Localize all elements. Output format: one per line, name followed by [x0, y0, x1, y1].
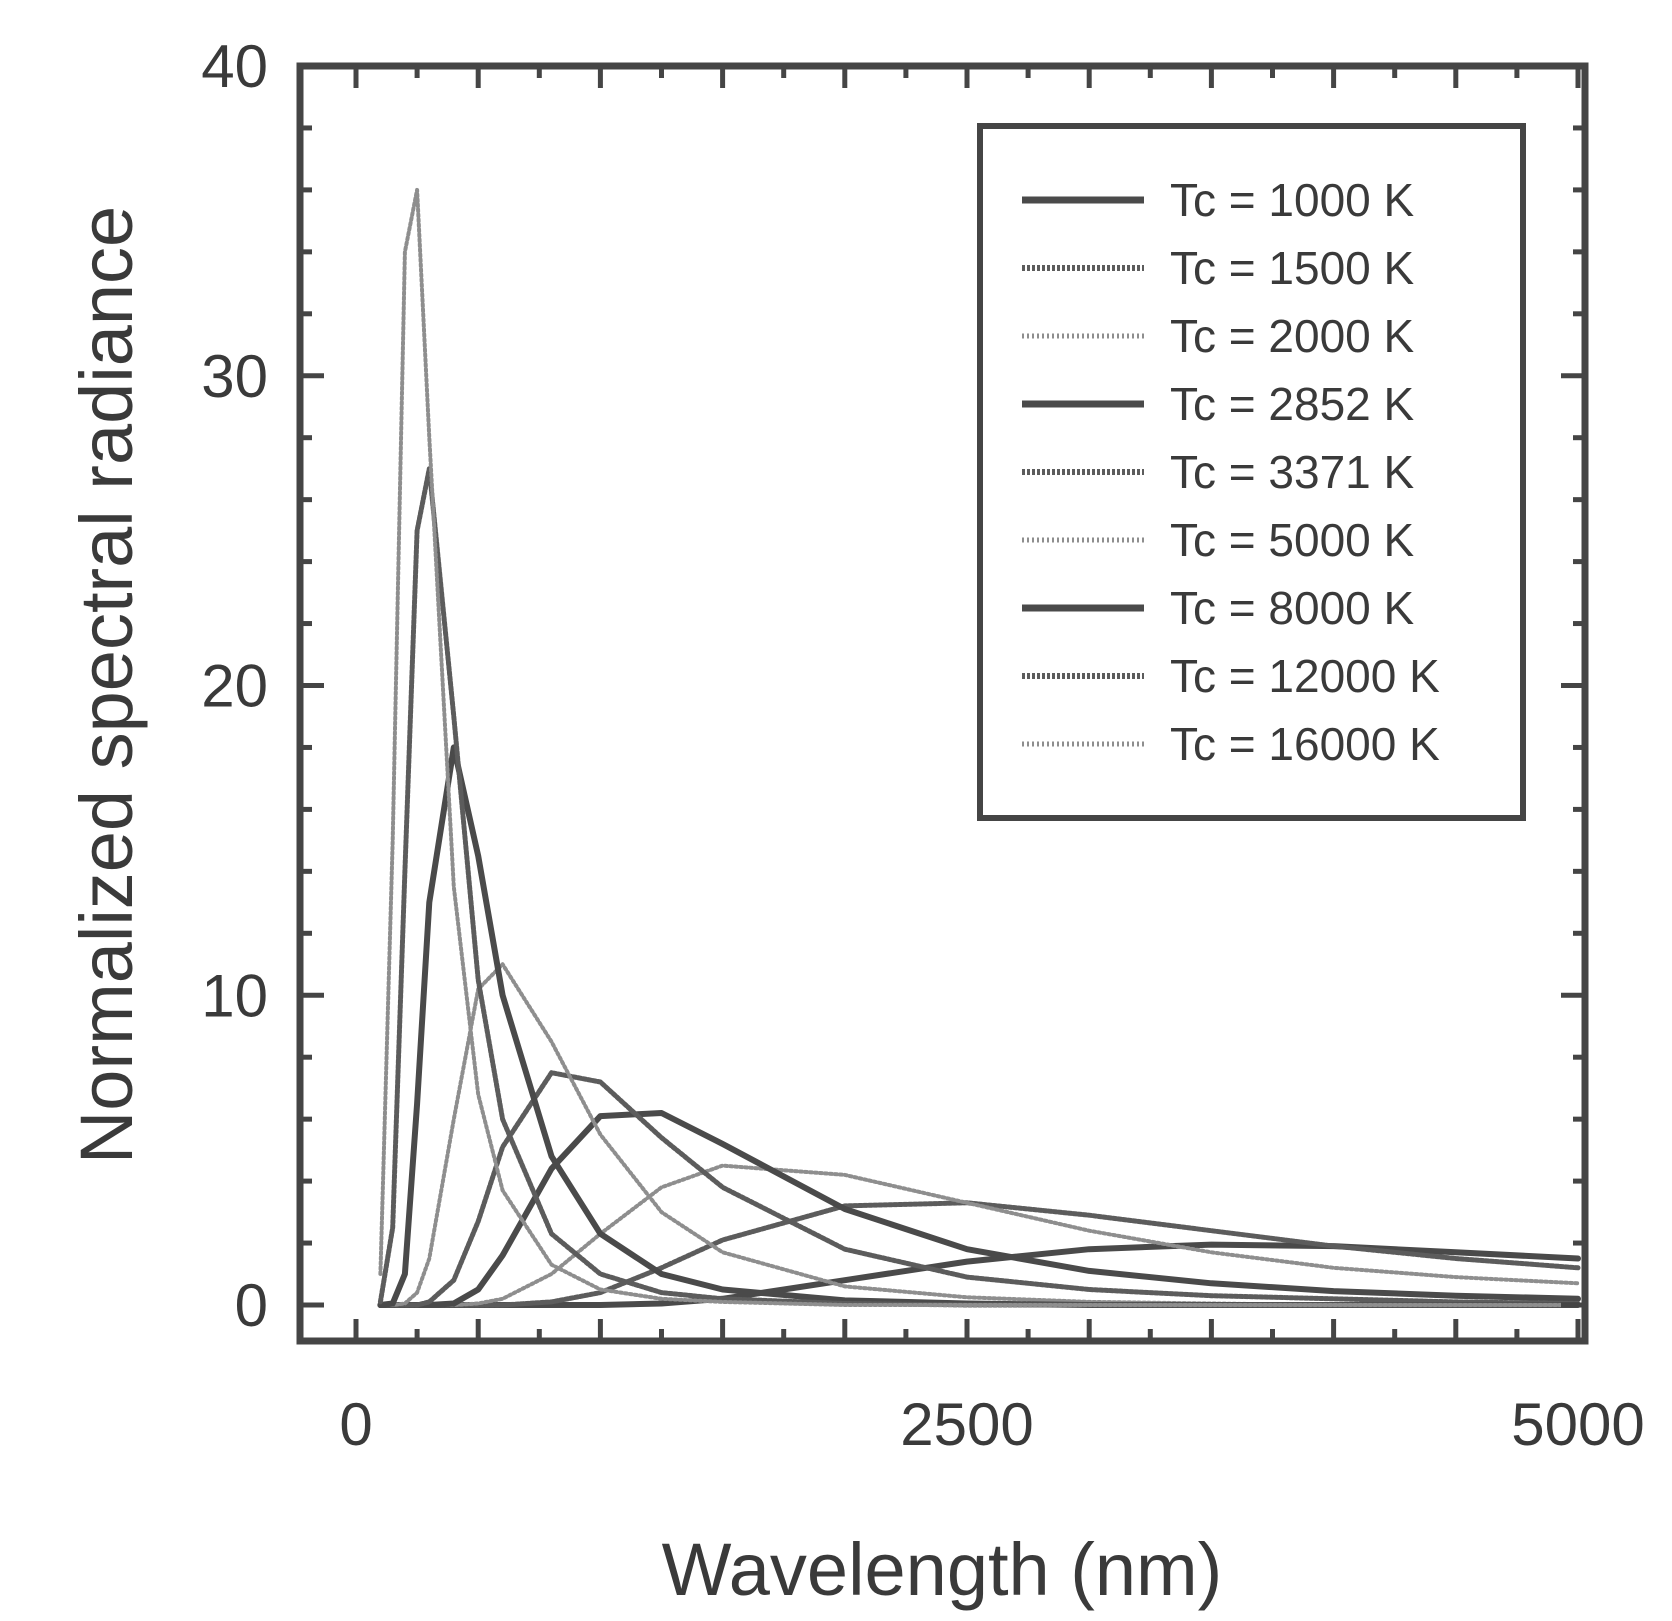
y-tick-label: 0 — [235, 1272, 268, 1339]
y-tick-label: 30 — [201, 343, 268, 410]
y-tick-label: 40 — [201, 33, 268, 100]
plot-frame — [296, 62, 1589, 1345]
legend-label-1: Tc = 1000 K — [1170, 174, 1415, 226]
axis-ticks — [300, 63, 1585, 1341]
legend-label-9: Tc = 16000 K — [1170, 718, 1440, 770]
plot-curves — [377, 187, 1581, 1308]
x-tick-label: 2500 — [900, 1391, 1033, 1458]
legend: Tc = 1000 K Tc = 1500 K Tc = 2000 K Tc = 28… — [977, 123, 1526, 821]
y-tick-label: 20 — [201, 653, 268, 720]
x-tick-label: 0 — [339, 1391, 372, 1458]
legend-label-8: Tc = 12000 K — [1170, 650, 1440, 702]
legend-label-2: Tc = 1500 K — [1170, 242, 1415, 294]
legend-box — [977, 123, 1526, 821]
series-line-9 — [378, 187, 1580, 1307]
series-line-3 — [378, 1163, 1580, 1307]
series-line-7 — [377, 744, 1581, 1308]
legend-label-4: Tc = 2852 K — [1170, 378, 1415, 430]
legend-label-3: Tc = 2000 K — [1170, 310, 1415, 362]
legend-label-6: Tc = 5000 K — [1170, 514, 1415, 566]
legend-label-5: Tc = 3371 K — [1170, 446, 1415, 498]
legend-label-7: Tc = 8000 K — [1170, 582, 1415, 634]
x-tick-label: 5000 — [1511, 1391, 1644, 1458]
series-line-5 — [377, 1070, 1581, 1308]
y-tick-label: 10 — [201, 962, 268, 1029]
x-axis-title: Wavelength (nm) — [662, 1528, 1223, 1611]
axis-tick-labels: 0 2500 5000 0 10 20 30 40 — [201, 33, 1644, 1458]
y-axis-title: Normalized spectral radiance — [65, 206, 148, 1164]
